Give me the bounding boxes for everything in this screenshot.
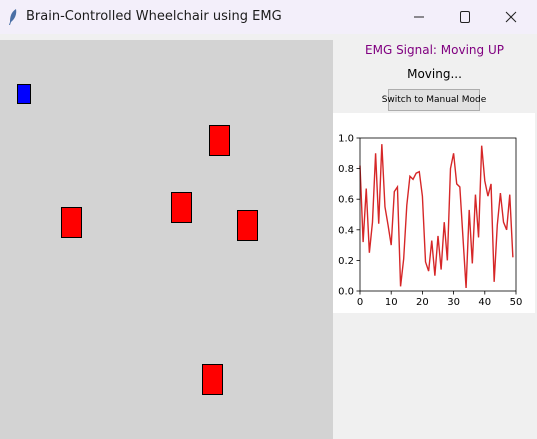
emg-plot-svg: 0 10 20 30 40 50 0.0 0.2 0.4 0.6 0.8 1.0 (338, 134, 523, 309)
y-tick-label: 0.6 (338, 195, 354, 206)
emg-series-line (359, 144, 514, 288)
x-tick-label: 40 (478, 297, 491, 308)
x-tick-label: 20 (416, 297, 429, 308)
y-tick-label: 1.0 (338, 134, 354, 145)
maximize-button[interactable] (442, 0, 488, 34)
obstacle (202, 364, 223, 395)
x-tick-label: 30 (447, 297, 460, 308)
close-icon (505, 11, 517, 23)
y-tick-label: 0.4 (338, 225, 354, 236)
close-button[interactable] (488, 0, 534, 34)
x-tick-label: 0 (357, 297, 363, 308)
side-panel: EMG Signal: Moving UP Moving... Switch t… (333, 40, 537, 439)
y-tick-label: 0.0 (338, 287, 354, 298)
wheelchair-marker (17, 84, 31, 104)
window-title: Brain-Controlled Wheelchair using EMG (26, 9, 282, 24)
obstacle (171, 192, 192, 223)
obstacle (237, 210, 258, 241)
switch-mode-button[interactable]: Switch to Manual Mode (382, 89, 486, 111)
title-bar[interactable]: Brain-Controlled Wheelchair using EMG (0, 0, 537, 34)
simulation-canvas (0, 40, 333, 439)
maximize-icon (460, 11, 470, 23)
obstacle (209, 125, 230, 156)
minimize-icon (414, 16, 424, 18)
obstacle (61, 207, 82, 238)
y-tick-label: 0.2 (338, 256, 354, 267)
y-tick-label: 0.8 (338, 164, 354, 175)
emg-signal-label: EMG Signal: Moving UP (365, 43, 504, 57)
minimize-button[interactable] (396, 0, 442, 34)
feather-icon (9, 9, 17, 25)
status-label: Moving... (407, 67, 462, 81)
x-tick-label: 50 (510, 297, 523, 308)
emg-plot: 0 10 20 30 40 50 0.0 0.2 0.4 0.6 0.8 1.0 (333, 113, 535, 313)
x-tick-label: 10 (385, 297, 398, 308)
plot-axes-frame (359, 137, 517, 292)
